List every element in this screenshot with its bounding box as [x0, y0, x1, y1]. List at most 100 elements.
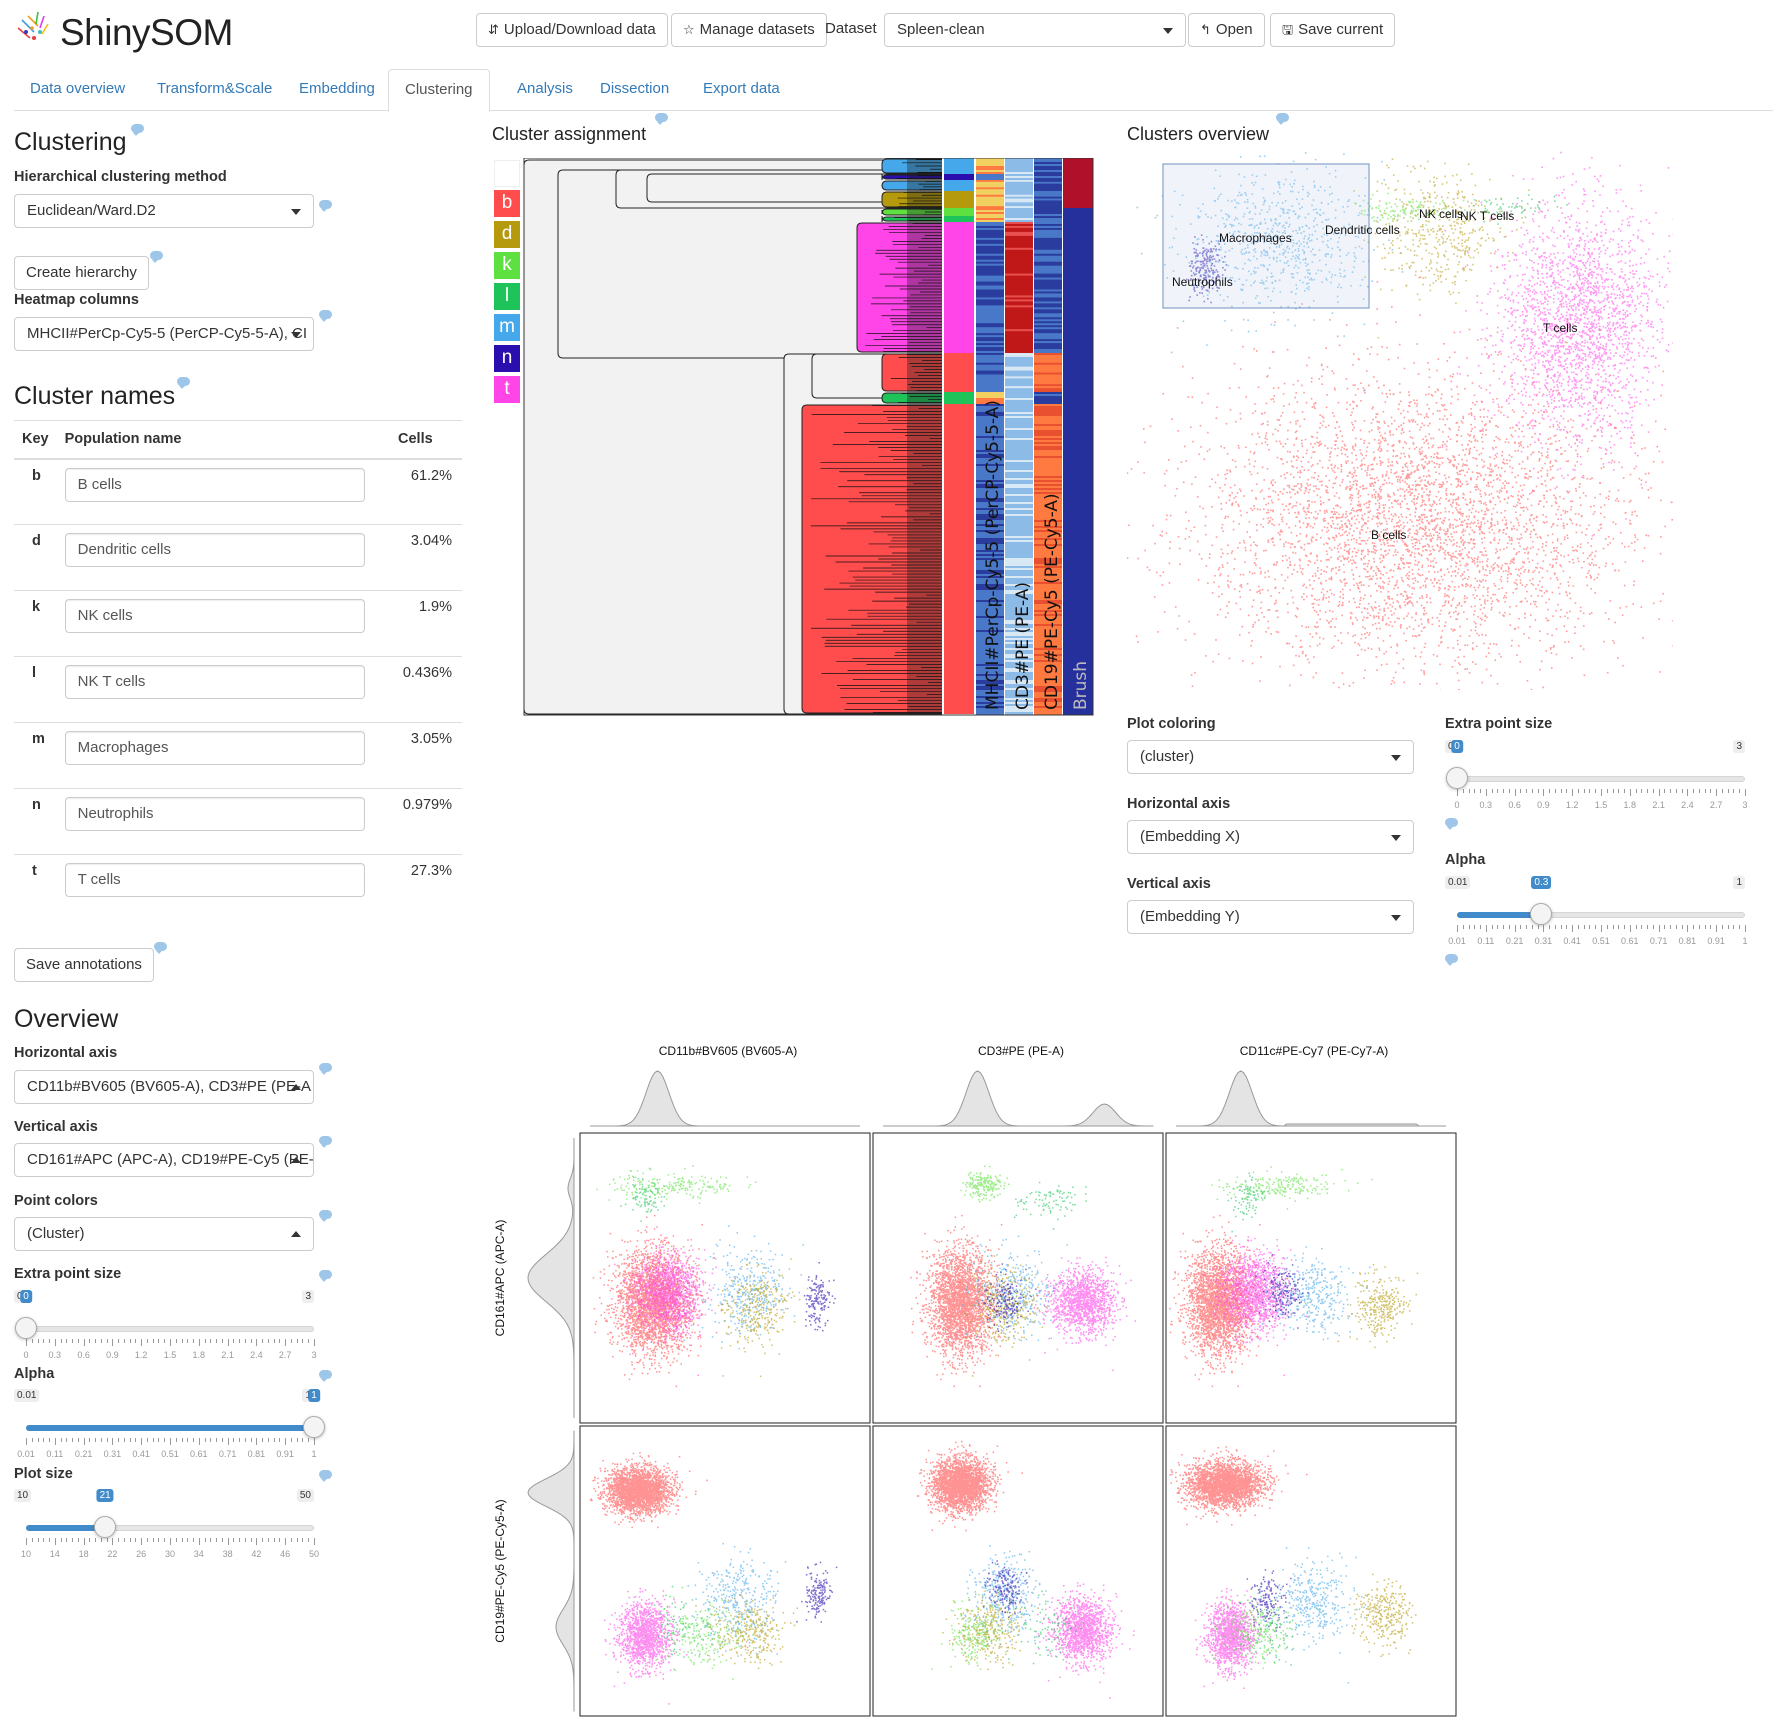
- embedding-point: [1498, 529, 1501, 531]
- embedding-point: [1519, 660, 1522, 663]
- embedding-point: [1324, 512, 1326, 514]
- population-name-input[interactable]: Neutrophils: [64, 797, 365, 831]
- legend-key-n[interactable]: n: [494, 345, 520, 372]
- legend-key-m[interactable]: m: [494, 314, 520, 341]
- embedding-point: [1372, 575, 1374, 578]
- embedding-point: [1574, 464, 1577, 467]
- embedding-point: [1149, 425, 1152, 428]
- embedding-point: [1316, 478, 1319, 481]
- tab-data-overview[interactable]: Data overview: [14, 69, 141, 111]
- help-icon[interactable]: [131, 124, 144, 133]
- embedding-point: [1428, 474, 1430, 477]
- embedding-point: [1521, 584, 1524, 587]
- embedding-point: [1579, 543, 1582, 545]
- embedding-point: [1503, 462, 1506, 465]
- dataset-select[interactable]: Spleen-clean: [884, 13, 1186, 47]
- open-button[interactable]: ↰ Open: [1188, 13, 1265, 47]
- clustering-method-select[interactable]: Euclidean/Ward.D2: [14, 194, 314, 228]
- heatmap-cell: [1005, 410, 1033, 413]
- tab-clustering[interactable]: Clustering: [388, 69, 490, 112]
- embedding-point: [1286, 603, 1289, 605]
- embedding-point: [1269, 509, 1272, 512]
- embedding-point: [1486, 339, 1489, 342]
- embedding-point: [1418, 574, 1420, 576]
- heatmap-cell: [1063, 518, 1093, 521]
- embedding-point: [1545, 515, 1547, 518]
- manage-datasets-button[interactable]: ☆ Manage datasets: [671, 13, 827, 47]
- embedding-point: [1336, 557, 1339, 559]
- help-icon[interactable]: [319, 200, 332, 209]
- population-name-input[interactable]: Macrophages: [64, 731, 365, 765]
- cluster-dendrogram-heatmap[interactable]: MHCII#PerCp-Cy5-5 (PerCP-Cy5-5-A) CD3#PE …: [522, 158, 1097, 716]
- embedding-point: [1522, 565, 1524, 568]
- embedding-point: [1325, 559, 1328, 561]
- heatmap-cell: [976, 686, 1004, 689]
- embedding-point: [1281, 520, 1284, 523]
- heatmap-cell: [1005, 198, 1033, 202]
- heatmap-cell: [1063, 225, 1093, 229]
- embedding-point: [1463, 597, 1466, 600]
- population-name-input[interactable]: NK T cells: [64, 665, 365, 699]
- heatmap-cell: [1005, 666, 1033, 669]
- embedding-point: [1480, 604, 1483, 606]
- embedding-point: [1399, 606, 1402, 609]
- heatmap-cell: [1005, 430, 1033, 433]
- tab-analysis[interactable]: Analysis: [501, 69, 589, 111]
- embedding-point: [1194, 476, 1197, 479]
- help-icon[interactable]: [154, 942, 167, 951]
- population-name-input[interactable]: B cells: [64, 467, 365, 502]
- population-name-input[interactable]: T cells: [64, 863, 365, 897]
- legend-key-b[interactable]: b: [494, 190, 520, 217]
- heatmap-cell: [1005, 486, 1033, 489]
- embedding-point: [1557, 551, 1560, 554]
- embedding-point: [1420, 623, 1423, 625]
- upload-download-button[interactable]: ⇵ Upload/Download data: [476, 13, 668, 47]
- save-current-button[interactable]: 🖫 Save current: [1270, 13, 1396, 47]
- embedding-point: [1473, 446, 1476, 449]
- tab-embedding[interactable]: Embedding: [283, 69, 391, 111]
- embedding-point: [1422, 550, 1424, 552]
- heatmap-cell: [976, 452, 1004, 455]
- heatmap-cell: [1034, 187, 1062, 190]
- save-annotations-button[interactable]: Save annotations: [14, 948, 154, 982]
- heatmap-cell: [976, 580, 1004, 583]
- tab-export-data[interactable]: Export data: [687, 69, 796, 111]
- embedding-point: [1380, 554, 1382, 556]
- tab-dissection[interactable]: Dissection: [584, 69, 685, 111]
- help-icon[interactable]: [1276, 113, 1289, 122]
- heatmap-columns-select[interactable]: MHCII#PerCp-Cy5-5 (PerCP-Cy5-5-A), CI: [14, 317, 314, 351]
- heatmap-cell: [1063, 364, 1093, 368]
- legend-key-t[interactable]: t: [494, 376, 520, 403]
- embedding-point: [1428, 522, 1430, 524]
- embedding-point: [1334, 464, 1336, 467]
- embedding-point: [1253, 452, 1255, 455]
- embedding-point: [1433, 571, 1436, 573]
- embedding-point: [1608, 618, 1610, 620]
- heatmap-cell: [1005, 208, 1033, 211]
- population-name-input[interactable]: Dendritic cells: [64, 533, 365, 567]
- legend-key-k[interactable]: k: [494, 252, 520, 279]
- create-hierarchy-button[interactable]: Create hierarchy: [14, 256, 149, 290]
- embedding-point: [1354, 562, 1357, 564]
- help-icon[interactable]: [319, 310, 332, 319]
- help-icon[interactable]: [655, 113, 668, 122]
- embedding-point: [1208, 553, 1211, 555]
- heatmap-cell: [1063, 402, 1093, 405]
- embedding-point: [1432, 566, 1435, 568]
- embedding-point: [1348, 522, 1351, 525]
- help-icon[interactable]: [150, 251, 163, 260]
- help-icon[interactable]: [177, 377, 190, 386]
- tab-transform-scale[interactable]: Transform&Scale: [141, 69, 288, 111]
- embedding-point: [1585, 576, 1588, 578]
- legend-key-l[interactable]: l: [494, 283, 520, 310]
- embedding-point: [1273, 603, 1276, 605]
- legend-key-d[interactable]: d: [494, 221, 520, 248]
- embedding-point: [1424, 545, 1426, 547]
- heatmap-cell: [976, 638, 1004, 641]
- heatmap-cell: [1063, 546, 1093, 549]
- population-name-input[interactable]: NK cells: [64, 599, 365, 633]
- embedding-point: [1190, 674, 1193, 676]
- embedding-point: [1465, 480, 1468, 483]
- heatmap-cell: [976, 520, 1004, 523]
